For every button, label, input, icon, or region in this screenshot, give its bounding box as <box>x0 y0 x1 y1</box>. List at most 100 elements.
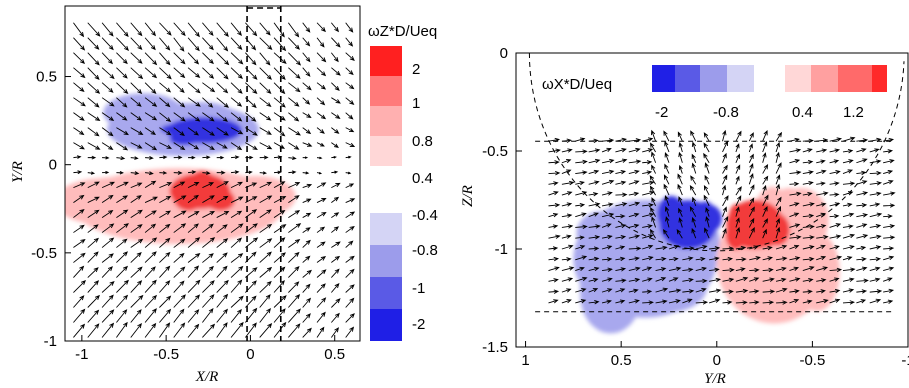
velocity-vector <box>642 224 653 229</box>
velocity-vector <box>116 181 129 189</box>
velocity-vector <box>651 151 657 163</box>
velocity-vector <box>588 212 599 218</box>
velocity-vector <box>302 171 310 175</box>
velocity-vector <box>682 277 694 283</box>
velocity-vector <box>789 266 800 271</box>
velocity-vector <box>101 127 114 137</box>
velocity-vector <box>856 158 868 164</box>
colorbar-swatch <box>675 65 700 92</box>
velocity-vector <box>548 299 559 304</box>
velocity-vector <box>588 169 600 175</box>
velocity-vector <box>345 326 355 338</box>
velocity-vector <box>651 197 656 207</box>
velocity-vector <box>87 251 99 263</box>
velocity-vector <box>601 202 614 207</box>
velocity-vector <box>722 277 735 283</box>
velocity-vector <box>561 138 572 143</box>
velocity-vector <box>273 252 286 263</box>
velocity-vector <box>856 223 868 228</box>
velocity-vector <box>678 151 683 163</box>
velocity-vector <box>869 224 882 229</box>
velocity-vector <box>101 142 114 150</box>
velocity-vector <box>173 181 186 189</box>
velocity-vector <box>548 213 559 218</box>
velocity-vector <box>345 198 356 204</box>
velocity-vector <box>202 82 216 93</box>
left-slot-lines <box>246 6 282 341</box>
velocity-vector <box>601 288 613 293</box>
velocity-vector <box>187 223 199 233</box>
velocity-vector <box>775 151 780 163</box>
velocity-vector <box>842 181 856 186</box>
velocity-vector <box>650 207 656 217</box>
velocity-vector <box>159 280 171 293</box>
velocity-vector <box>302 142 313 147</box>
left-colorbar-title: ωZ*D/Ueq <box>368 23 437 40</box>
velocity-vector <box>775 256 788 261</box>
velocity-vector <box>842 288 855 293</box>
velocity-vector <box>789 191 802 197</box>
velocity-vector <box>316 67 327 77</box>
velocity-vector <box>678 196 683 207</box>
velocity-vector <box>87 209 100 218</box>
velocity-vector <box>789 158 801 164</box>
velocity-vector <box>691 162 697 174</box>
velocity-vector <box>735 226 741 239</box>
velocity-vector <box>130 171 140 176</box>
velocity-vector <box>273 308 286 323</box>
velocity-vector <box>628 147 641 153</box>
velocity-vector <box>789 289 800 294</box>
velocity-vector <box>695 300 709 305</box>
velocity-vector <box>173 52 186 65</box>
velocity-vector <box>73 82 85 93</box>
velocity-vector <box>102 156 110 160</box>
velocity-vector <box>762 184 767 196</box>
velocity-vector <box>202 52 214 65</box>
velocity-vector <box>316 256 327 263</box>
velocity-vector <box>302 327 312 338</box>
velocity-vector <box>345 171 352 175</box>
velocity-vector <box>665 216 670 228</box>
velocity-vector <box>273 82 286 95</box>
velocity-vector <box>883 288 895 294</box>
velocity-vector <box>628 169 640 175</box>
velocity-vector <box>802 245 815 250</box>
left-y-axis-label: Y/R <box>10 161 26 183</box>
velocity-vector <box>345 284 355 293</box>
velocity-vector <box>816 159 826 164</box>
velocity-vector <box>173 223 187 233</box>
velocity-vector <box>145 171 154 176</box>
velocity-vector <box>144 22 157 37</box>
velocity-vector <box>101 210 114 218</box>
velocity-vector <box>316 112 327 120</box>
velocity-vector <box>775 196 782 207</box>
velocity-vector <box>869 181 882 186</box>
colorbar-swatch <box>727 65 754 92</box>
colorbar-swatch <box>370 76 402 106</box>
velocity-vector <box>869 266 881 271</box>
velocity-vector <box>642 160 653 165</box>
velocity-vector <box>101 309 115 323</box>
velocity-vector <box>245 295 257 308</box>
velocity-vector <box>230 52 244 65</box>
velocity-vector <box>575 170 588 175</box>
velocity-vector <box>615 170 627 175</box>
velocity-vector <box>159 112 172 123</box>
colorbar-swatch <box>370 213 402 245</box>
velocity-vector <box>829 255 843 261</box>
vorticity-lobe <box>725 220 747 250</box>
velocity-vector <box>802 170 814 175</box>
velocity-vector <box>829 170 841 175</box>
colorbar-label: -1 <box>412 280 425 297</box>
velocity-vector <box>87 112 101 122</box>
velocity-vector <box>216 37 229 52</box>
velocity-vector <box>601 245 613 250</box>
velocity-vector <box>816 224 827 229</box>
velocity-vector <box>775 131 783 142</box>
right-colorbar: ωX*D/Ueq -2 -0.8 0.4 1.2 <box>542 65 887 121</box>
velocity-vector <box>829 192 840 197</box>
velocity-vector <box>302 239 311 248</box>
velocity-vector <box>230 142 243 151</box>
velocity-vector <box>722 228 727 239</box>
velocity-vector <box>202 253 214 263</box>
